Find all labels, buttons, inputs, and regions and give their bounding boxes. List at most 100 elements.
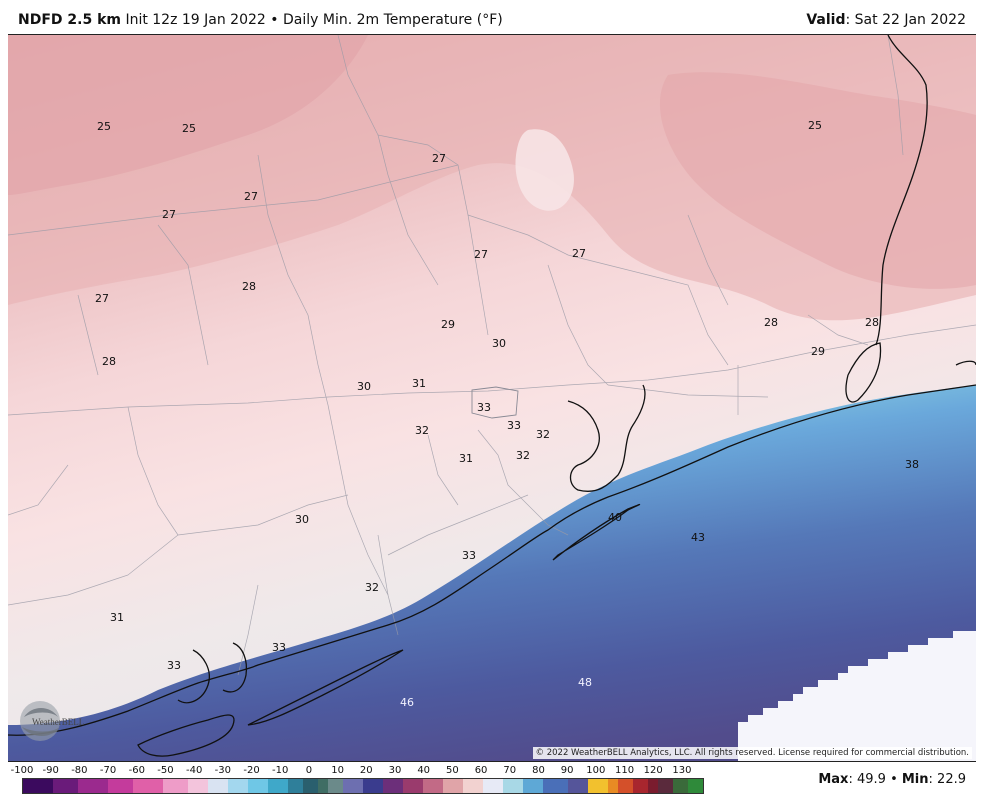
color-swatch (193, 779, 199, 793)
scale-tick-label: -10 (272, 765, 289, 776)
valid-time: Valid: Sat 22 Jan 2022 (806, 12, 966, 28)
color-swatch (653, 779, 659, 793)
temp-label: 31 (110, 611, 124, 624)
color-swatch (278, 779, 284, 793)
temp-label: 48 (578, 676, 592, 689)
color-swatch (98, 779, 104, 793)
color-swatch (493, 779, 499, 793)
color-swatch (598, 779, 604, 793)
color-swatch (248, 779, 254, 793)
scale-tick-label: -80 (71, 765, 88, 776)
color-swatch (103, 779, 109, 793)
color-swatch (373, 779, 379, 793)
scale-tick-label: 60 (474, 765, 488, 776)
scale-tick-label: 100 (586, 765, 606, 776)
scale-tick-label: 90 (560, 765, 574, 776)
map-header: NDFD 2.5 km Init 12z 19 Jan 2022 • Daily… (0, 0, 984, 34)
temperature-color-bar (22, 778, 704, 794)
temp-label: 33 (272, 641, 286, 654)
color-swatch (223, 779, 229, 793)
color-swatch (538, 779, 544, 793)
temp-label: 31 (459, 452, 473, 465)
color-swatch (263, 779, 269, 793)
temp-label: 43 (691, 531, 705, 544)
color-swatch (348, 779, 354, 793)
color-swatch (198, 779, 204, 793)
temp-label: 32 (415, 424, 429, 437)
color-swatch (178, 779, 184, 793)
temp-label: 27 (432, 152, 446, 165)
color-swatch (33, 779, 39, 793)
color-swatch (208, 779, 214, 793)
scale-tick-label: -20 (243, 765, 260, 776)
stats-separator: • (890, 772, 898, 787)
weatherbell-logo: WeatherBELL (20, 701, 84, 741)
scale-tick-labels: -100 -90 -80 -70 -60 -50 -40 -30 -20 -10 0 10 20 30 40… (10, 765, 712, 777)
temp-label: 32 (516, 449, 530, 462)
color-swatch (243, 779, 249, 793)
scale-tick-label: 10 (331, 765, 344, 776)
scale-tick-label: -90 (42, 765, 59, 776)
scale-tick-label: -30 (214, 765, 232, 776)
color-swatch (583, 779, 589, 793)
temp-label: 33 (507, 419, 521, 432)
color-swatch (503, 779, 509, 793)
color-swatch (463, 779, 469, 793)
color-swatch (663, 779, 669, 793)
offshore-warm-area (738, 631, 976, 761)
color-swatch (458, 779, 464, 793)
temp-label: 33 (462, 549, 476, 562)
scale-tick-label: -40 (185, 765, 203, 776)
temp-label: 28 (865, 316, 879, 329)
temp-label: 28 (102, 355, 116, 368)
color-swatch (623, 779, 629, 793)
temp-label: 30 (357, 380, 371, 393)
color-swatch (468, 779, 474, 793)
color-swatch (418, 779, 424, 793)
color-swatch (78, 779, 84, 793)
max-value: : 49.9 (848, 772, 886, 787)
color-swatch (133, 779, 139, 793)
scale-tick-label: 110 (614, 765, 635, 776)
color-swatch (43, 779, 49, 793)
color-swatch (353, 779, 359, 793)
color-swatch (288, 779, 294, 793)
scale-tick-label: 70 (503, 765, 517, 776)
max-min-summary: Max: 49.9 • Min: 22.9 (818, 772, 966, 787)
color-swatch (648, 779, 654, 793)
color-swatch (563, 779, 569, 793)
min-label: Min (901, 772, 929, 787)
color-swatch (593, 779, 599, 793)
gulf-of-mexico (8, 385, 976, 761)
color-swatch (203, 779, 209, 793)
color-swatch (443, 779, 449, 793)
color-swatch (68, 779, 74, 793)
color-swatch (528, 779, 534, 793)
color-scale: -100 -90 -80 -70 -60 -50 -40 -30 -20 -10 0 10 20 30 40… (0, 762, 984, 808)
color-swatch (73, 779, 79, 793)
color-swatch (543, 779, 549, 793)
cold-region-east (659, 72, 976, 289)
color-swatch (88, 779, 94, 793)
temp-label: 28 (764, 316, 778, 329)
temp-label: 40 (608, 511, 622, 524)
color-swatch (188, 779, 194, 793)
color-swatch (673, 779, 679, 793)
color-swatch (318, 779, 324, 793)
temperature-map: 25 25 25 27 27 27 27 27 28 27 28 29 30 2… (8, 35, 976, 761)
color-swatch (233, 779, 239, 793)
scale-tick-label: 120 (643, 765, 663, 776)
max-label: Max (818, 772, 849, 787)
color-swatch (428, 779, 434, 793)
color-swatch (138, 779, 144, 793)
color-swatch (643, 779, 649, 793)
color-swatch (238, 779, 244, 793)
scale-tick-label: 80 (532, 765, 545, 776)
scale-tick-label: -70 (99, 765, 117, 776)
color-swatch (658, 779, 664, 793)
scale-tick-label: -100 (10, 765, 34, 776)
scale-tick-label: 40 (417, 765, 431, 776)
color-swatch (53, 779, 59, 793)
color-swatch (378, 779, 384, 793)
color-swatch (293, 779, 299, 793)
